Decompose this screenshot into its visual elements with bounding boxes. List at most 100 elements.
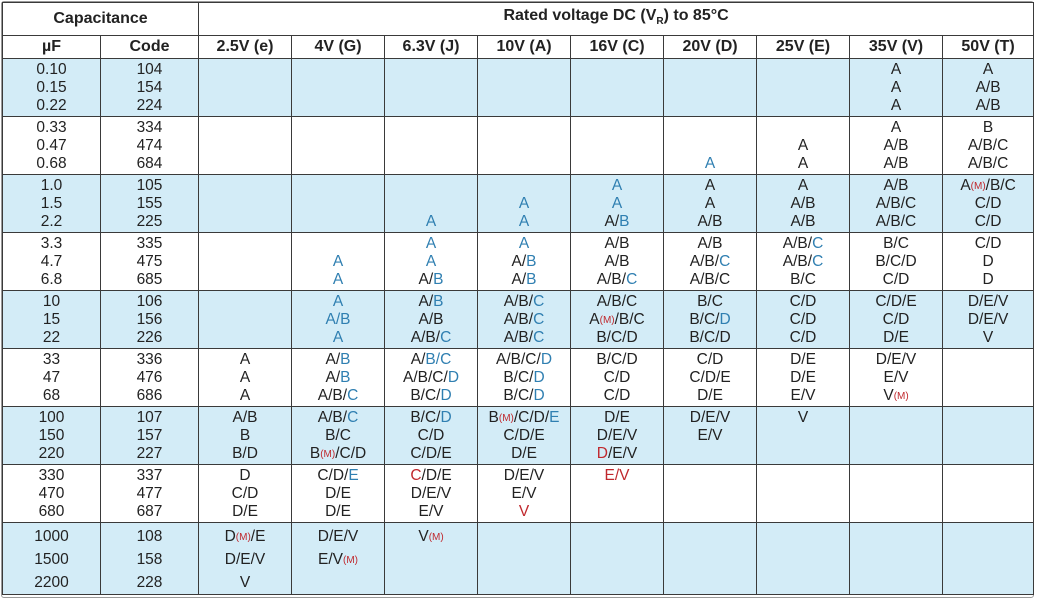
case-size-line: A/B bbox=[850, 177, 942, 195]
voltage-column-header: 35V (V) bbox=[849, 35, 944, 60]
case-size-line: A/B bbox=[850, 137, 942, 155]
voltage-column-header: 2.5V (e) bbox=[198, 35, 293, 60]
case-size-line: D/E bbox=[571, 409, 663, 427]
case-code-text: A bbox=[239, 351, 251, 369]
case-code-text: A bbox=[425, 213, 437, 231]
case-size-line: C/D/E bbox=[292, 467, 384, 485]
case-size-line: C/D bbox=[664, 351, 756, 369]
case-size-line: A bbox=[850, 61, 942, 79]
capacitance-group-row: 3.3 4.7 6.8 335 475 685 A A A A A/B A A/B A/B A/B A/B A/… bbox=[2, 232, 1035, 292]
uf-value: 3.3 bbox=[40, 235, 63, 253]
case-size-line: B/C/D bbox=[664, 311, 756, 329]
case-code-text: C/D bbox=[603, 369, 631, 387]
case-size-cell: A/B A/B A/B/C bbox=[291, 348, 386, 408]
case-code-text: D/E/V bbox=[503, 467, 545, 485]
case-code-text: C/D bbox=[974, 195, 1002, 213]
case-code-text: A bbox=[704, 155, 716, 173]
case-size-line bbox=[385, 571, 477, 594]
case-size-cell: C/D/E D/E/V E/V bbox=[384, 464, 479, 524]
case-code-text: C bbox=[440, 329, 452, 347]
case-code-text: B bbox=[309, 445, 321, 463]
case-code-text: D bbox=[982, 253, 994, 271]
case-size-line: A bbox=[199, 369, 291, 387]
capacitance-group-row: 330 470 680 337 477 687 D C/D D/E C/D/E D/E D/E C/D/… bbox=[2, 464, 1035, 524]
case-code-text: A/B bbox=[604, 235, 630, 253]
uf-cell: 10 15 22 bbox=[2, 290, 101, 350]
case-code-text: A/B/ bbox=[689, 253, 720, 271]
case-code-text: A bbox=[890, 79, 902, 97]
code-value: 685 bbox=[136, 271, 163, 289]
case-size-line: D bbox=[943, 253, 1033, 271]
case-code-text: A/B bbox=[418, 311, 444, 329]
case-code-text: A/B bbox=[883, 137, 909, 155]
case-code-text: D/E bbox=[511, 445, 537, 463]
case-size-line: A/B/C/D bbox=[385, 369, 477, 387]
case-size-line: E/V bbox=[385, 503, 477, 521]
case-size-line: A bbox=[571, 177, 663, 195]
case-size-line: A/B/C bbox=[478, 311, 570, 329]
case-size-cell bbox=[942, 406, 1035, 466]
code-value: 224 bbox=[136, 97, 163, 115]
uf-cell: 0.33 0.47 0.68 bbox=[2, 116, 101, 176]
case-code-text: A bbox=[518, 235, 530, 253]
case-size-line: A bbox=[478, 195, 570, 213]
case-code-text: A/B/ bbox=[410, 329, 441, 347]
case-code-text: A/B/C bbox=[689, 271, 731, 289]
case-code-text: A/B/C bbox=[596, 293, 638, 311]
code-value: 154 bbox=[136, 79, 163, 97]
case-code-text: C/D bbox=[231, 485, 259, 503]
case-code-text: B bbox=[619, 213, 630, 231]
case-size-cell: A A/B A/B bbox=[942, 58, 1035, 118]
case-size-line: D/E bbox=[199, 503, 291, 521]
case-size-line bbox=[385, 177, 477, 195]
case-size-cell: B/C B/C/D B/C/D bbox=[663, 290, 758, 350]
case-size-cell: A A/B A/B bbox=[849, 116, 944, 176]
case-size-line: C/D bbox=[757, 329, 849, 347]
case-code-text: /B/C bbox=[614, 311, 645, 329]
molded-marker: (M) bbox=[343, 555, 358, 567]
case-code-text: B/C bbox=[425, 351, 452, 369]
case-size-line: A bbox=[292, 293, 384, 311]
case-code-text: B/C/ bbox=[503, 369, 534, 387]
uf-value: 0.68 bbox=[36, 155, 67, 173]
case-size-cell: C/D D D bbox=[942, 232, 1035, 292]
case-size-line: A(M)/B/C bbox=[943, 177, 1033, 195]
case-code-text: C/D bbox=[882, 311, 910, 329]
case-size-cell bbox=[570, 116, 665, 176]
case-code-text: C/D bbox=[696, 351, 724, 369]
case-size-line: A bbox=[199, 387, 291, 405]
case-size-cell: D/E/V E/V bbox=[663, 406, 758, 466]
case-size-line: D/E/V bbox=[664, 409, 756, 427]
case-size-line: B/C bbox=[850, 235, 942, 253]
case-code-text: A/ bbox=[418, 271, 434, 289]
code-cell: 104 154 224 bbox=[99, 58, 200, 118]
case-code-text: D bbox=[533, 369, 545, 387]
uf-value: 150 bbox=[38, 427, 65, 445]
code-value: 105 bbox=[136, 177, 163, 195]
case-size-line: E/V bbox=[757, 387, 849, 405]
case-code-text: A bbox=[960, 177, 971, 195]
case-code-text: B bbox=[433, 271, 444, 289]
case-code-text: D/E bbox=[325, 503, 351, 521]
case-code-text: A bbox=[704, 195, 716, 213]
case-size-line: C/D/E bbox=[664, 369, 756, 387]
case-size-line bbox=[757, 427, 849, 445]
case-size-line: A bbox=[292, 329, 384, 347]
code-value: 335 bbox=[136, 235, 163, 253]
case-size-line: D/E/V bbox=[850, 351, 942, 369]
case-size-cell: B A/B/C A/B/C bbox=[942, 116, 1035, 176]
case-code-text: C bbox=[533, 311, 545, 329]
case-code-text: D/E bbox=[883, 329, 909, 347]
code-cell: 106 156 226 bbox=[99, 290, 200, 350]
case-code-text: D/E/V bbox=[967, 311, 1009, 329]
rated-voltage-header: Rated voltage DC (VR) to 85°C bbox=[198, 1, 1035, 37]
capacitance-group-row: 10 15 22 106 156 226 A A/B A A/B A/B A/B/C A/B/C A/B/… bbox=[2, 290, 1035, 350]
case-size-line: D bbox=[943, 271, 1033, 289]
case-size-cell: C/D/E D/E D/E bbox=[291, 464, 386, 524]
voltage-column-header: 20V (D) bbox=[663, 35, 758, 60]
case-code-text: A/B bbox=[697, 213, 723, 231]
header-row-2: µF Code 2.5V (e) 4V (G) 6.3V (J) 10V (A) 16V… bbox=[2, 35, 1035, 60]
uf-value: 22 bbox=[42, 329, 61, 347]
case-size-line: A bbox=[385, 235, 477, 253]
